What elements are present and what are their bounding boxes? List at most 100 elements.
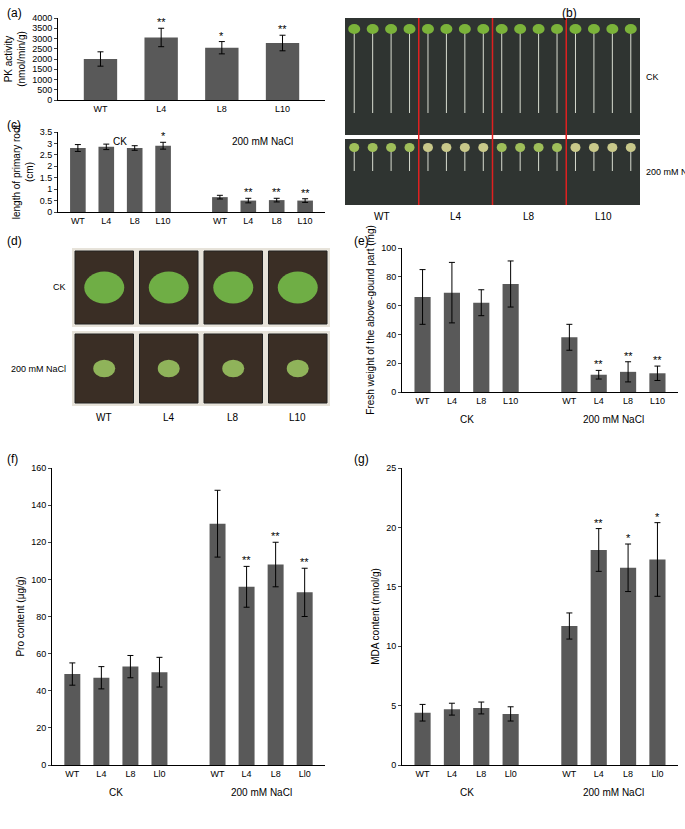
svg-text:1000: 1000 bbox=[32, 75, 52, 85]
svg-text:**: ** bbox=[624, 350, 633, 362]
svg-text:L4: L4 bbox=[450, 211, 462, 222]
svg-text:160: 160 bbox=[31, 463, 46, 473]
svg-text:2000: 2000 bbox=[32, 54, 52, 64]
svg-text:(e): (e) bbox=[354, 234, 369, 248]
svg-text:100: 100 bbox=[31, 575, 46, 585]
svg-text:**: ** bbox=[594, 517, 603, 529]
svg-text:L10: L10 bbox=[650, 396, 665, 406]
svg-text:(a): (a) bbox=[7, 6, 22, 20]
svg-text:15: 15 bbox=[386, 582, 396, 592]
svg-text:L10: L10 bbox=[595, 211, 612, 222]
svg-text:200 mM NaCl: 200 mM NaCl bbox=[646, 167, 685, 177]
svg-text:0: 0 bbox=[47, 95, 52, 105]
svg-text:500: 500 bbox=[37, 85, 52, 95]
svg-text:L4: L4 bbox=[447, 769, 457, 779]
svg-text:**: ** bbox=[244, 186, 253, 198]
svg-text:0: 0 bbox=[391, 760, 396, 770]
svg-text:WT: WT bbox=[374, 211, 390, 222]
svg-text:L4: L4 bbox=[163, 412, 175, 423]
svg-text:60: 60 bbox=[36, 649, 46, 659]
svg-text:200 mM NaCl: 200 mM NaCl bbox=[11, 364, 66, 374]
svg-text:MDA content (nmol/g): MDA content (nmol/g) bbox=[370, 568, 381, 665]
svg-text:L10: L10 bbox=[275, 104, 290, 114]
svg-text:Ll0: Ll0 bbox=[299, 769, 311, 779]
svg-text:80: 80 bbox=[36, 612, 46, 622]
svg-text:WT: WT bbox=[562, 769, 576, 779]
svg-text:L8: L8 bbox=[272, 216, 282, 226]
svg-text:WT: WT bbox=[71, 216, 85, 226]
svg-text:WT: WT bbox=[96, 412, 112, 423]
svg-text:PK activity(nmol/min/g): PK activity(nmol/min/g) bbox=[3, 31, 27, 87]
svg-text:L8: L8 bbox=[130, 216, 140, 226]
svg-text:L10: L10 bbox=[289, 412, 306, 423]
svg-text:CK: CK bbox=[113, 136, 127, 147]
svg-text:1: 1 bbox=[47, 184, 52, 194]
svg-text:WT: WT bbox=[562, 396, 576, 406]
svg-text:L8: L8 bbox=[623, 396, 633, 406]
svg-text:3.5: 3.5 bbox=[40, 127, 53, 137]
svg-text:20: 20 bbox=[36, 723, 46, 733]
svg-text:3: 3 bbox=[47, 139, 52, 149]
svg-text:**: ** bbox=[271, 530, 280, 542]
svg-text:**: ** bbox=[272, 186, 281, 198]
svg-text:200 mM NaCl: 200 mM NaCl bbox=[232, 136, 293, 147]
svg-text:(b): (b) bbox=[562, 6, 577, 20]
svg-text:Fresh weight of the above-goun: Fresh weight of the above-gound part (mg… bbox=[365, 225, 376, 415]
svg-text:WT: WT bbox=[65, 769, 79, 779]
svg-text:WT: WT bbox=[416, 769, 430, 779]
svg-text:L8: L8 bbox=[271, 769, 281, 779]
svg-text:60: 60 bbox=[386, 301, 396, 311]
svg-text:L4: L4 bbox=[156, 104, 166, 114]
svg-text:2: 2 bbox=[47, 161, 52, 171]
svg-text:L8: L8 bbox=[476, 396, 486, 406]
svg-text:1.5: 1.5 bbox=[40, 173, 53, 183]
svg-text:WT: WT bbox=[416, 396, 430, 406]
svg-text:2.5: 2.5 bbox=[40, 150, 53, 160]
svg-text:CK: CK bbox=[53, 282, 66, 292]
svg-text:WT: WT bbox=[213, 216, 227, 226]
svg-text:Ll0: Ll0 bbox=[153, 769, 165, 779]
svg-text:40: 40 bbox=[36, 686, 46, 696]
svg-text:**: ** bbox=[653, 354, 662, 366]
svg-text:(c): (c) bbox=[7, 118, 21, 132]
svg-text:CK: CK bbox=[460, 787, 474, 798]
svg-text:140: 140 bbox=[31, 500, 46, 510]
svg-text:length of primary root(cm): length of primary root(cm) bbox=[11, 125, 35, 220]
svg-text:**: ** bbox=[278, 23, 287, 35]
svg-text:Ll0: Ll0 bbox=[505, 769, 517, 779]
svg-text:**: ** bbox=[157, 16, 166, 28]
svg-text:2500: 2500 bbox=[32, 44, 52, 54]
svg-text:5: 5 bbox=[391, 701, 396, 711]
svg-text:20: 20 bbox=[386, 358, 396, 368]
svg-text:L4: L4 bbox=[101, 216, 111, 226]
svg-text:0: 0 bbox=[391, 387, 396, 397]
svg-text:0: 0 bbox=[47, 207, 52, 217]
svg-text:L8: L8 bbox=[523, 211, 535, 222]
svg-text:L4: L4 bbox=[447, 396, 457, 406]
svg-text:*: * bbox=[219, 30, 224, 42]
svg-text:200 mM NaCl: 200 mM NaCl bbox=[583, 414, 644, 425]
svg-text:10: 10 bbox=[386, 641, 396, 651]
svg-text:CK: CK bbox=[460, 414, 474, 425]
svg-text:200 mM NaCl: 200 mM NaCl bbox=[231, 787, 292, 798]
svg-text:25: 25 bbox=[386, 463, 396, 473]
svg-text:(f): (f) bbox=[7, 452, 18, 466]
svg-text:**: ** bbox=[242, 554, 251, 566]
svg-text:L4: L4 bbox=[96, 769, 106, 779]
svg-text:0.5: 0.5 bbox=[40, 196, 53, 206]
svg-text:CK: CK bbox=[646, 72, 659, 82]
svg-text:(d): (d) bbox=[7, 234, 22, 248]
svg-text:Ll0: Ll0 bbox=[651, 769, 663, 779]
svg-text:L10: L10 bbox=[298, 216, 313, 226]
svg-text:1500: 1500 bbox=[32, 64, 52, 74]
svg-text:120: 120 bbox=[31, 537, 46, 547]
svg-text:Pro content (μg/g): Pro content (μg/g) bbox=[15, 576, 26, 656]
svg-text:WT: WT bbox=[211, 769, 225, 779]
svg-text:80: 80 bbox=[386, 272, 396, 282]
svg-text:100: 100 bbox=[381, 243, 396, 253]
svg-text:L8: L8 bbox=[227, 412, 239, 423]
svg-text:L4: L4 bbox=[594, 769, 604, 779]
svg-text:**: ** bbox=[300, 556, 309, 568]
svg-text:L4: L4 bbox=[242, 769, 252, 779]
svg-text:L8: L8 bbox=[125, 769, 135, 779]
